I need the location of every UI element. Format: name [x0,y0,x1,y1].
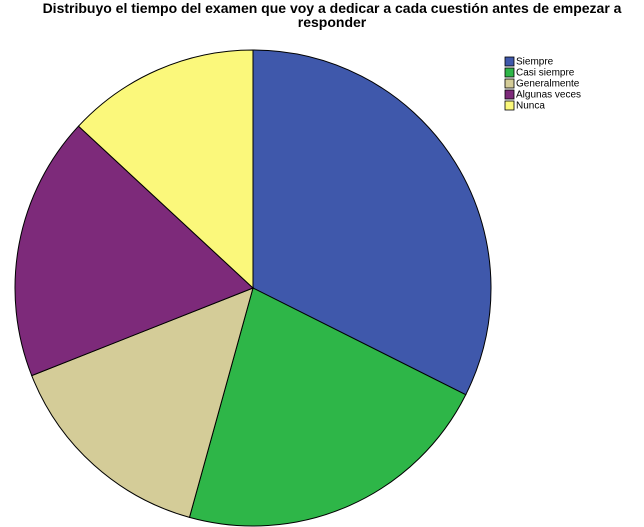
legend-swatch [504,67,515,78]
legend-swatch [504,56,515,67]
pie-slice [252,49,492,396]
legend-label: Nunca [516,101,545,112]
legend-label: Generalmente [516,79,580,90]
legend-swatch [504,100,515,111]
pie-slice [31,287,254,518]
legend-swatch [504,78,515,89]
pie-slice [14,125,254,377]
chart-title: Distribuyo el tiempo del examen que voy … [42,0,622,30]
legend-label: Casi siempre [516,68,575,79]
legend-swatch [504,89,515,100]
pie-slice [188,287,467,527]
pie-slice [77,49,254,290]
legend-label: Algunas veces [516,90,581,101]
legend-label: Siempre [516,57,554,68]
